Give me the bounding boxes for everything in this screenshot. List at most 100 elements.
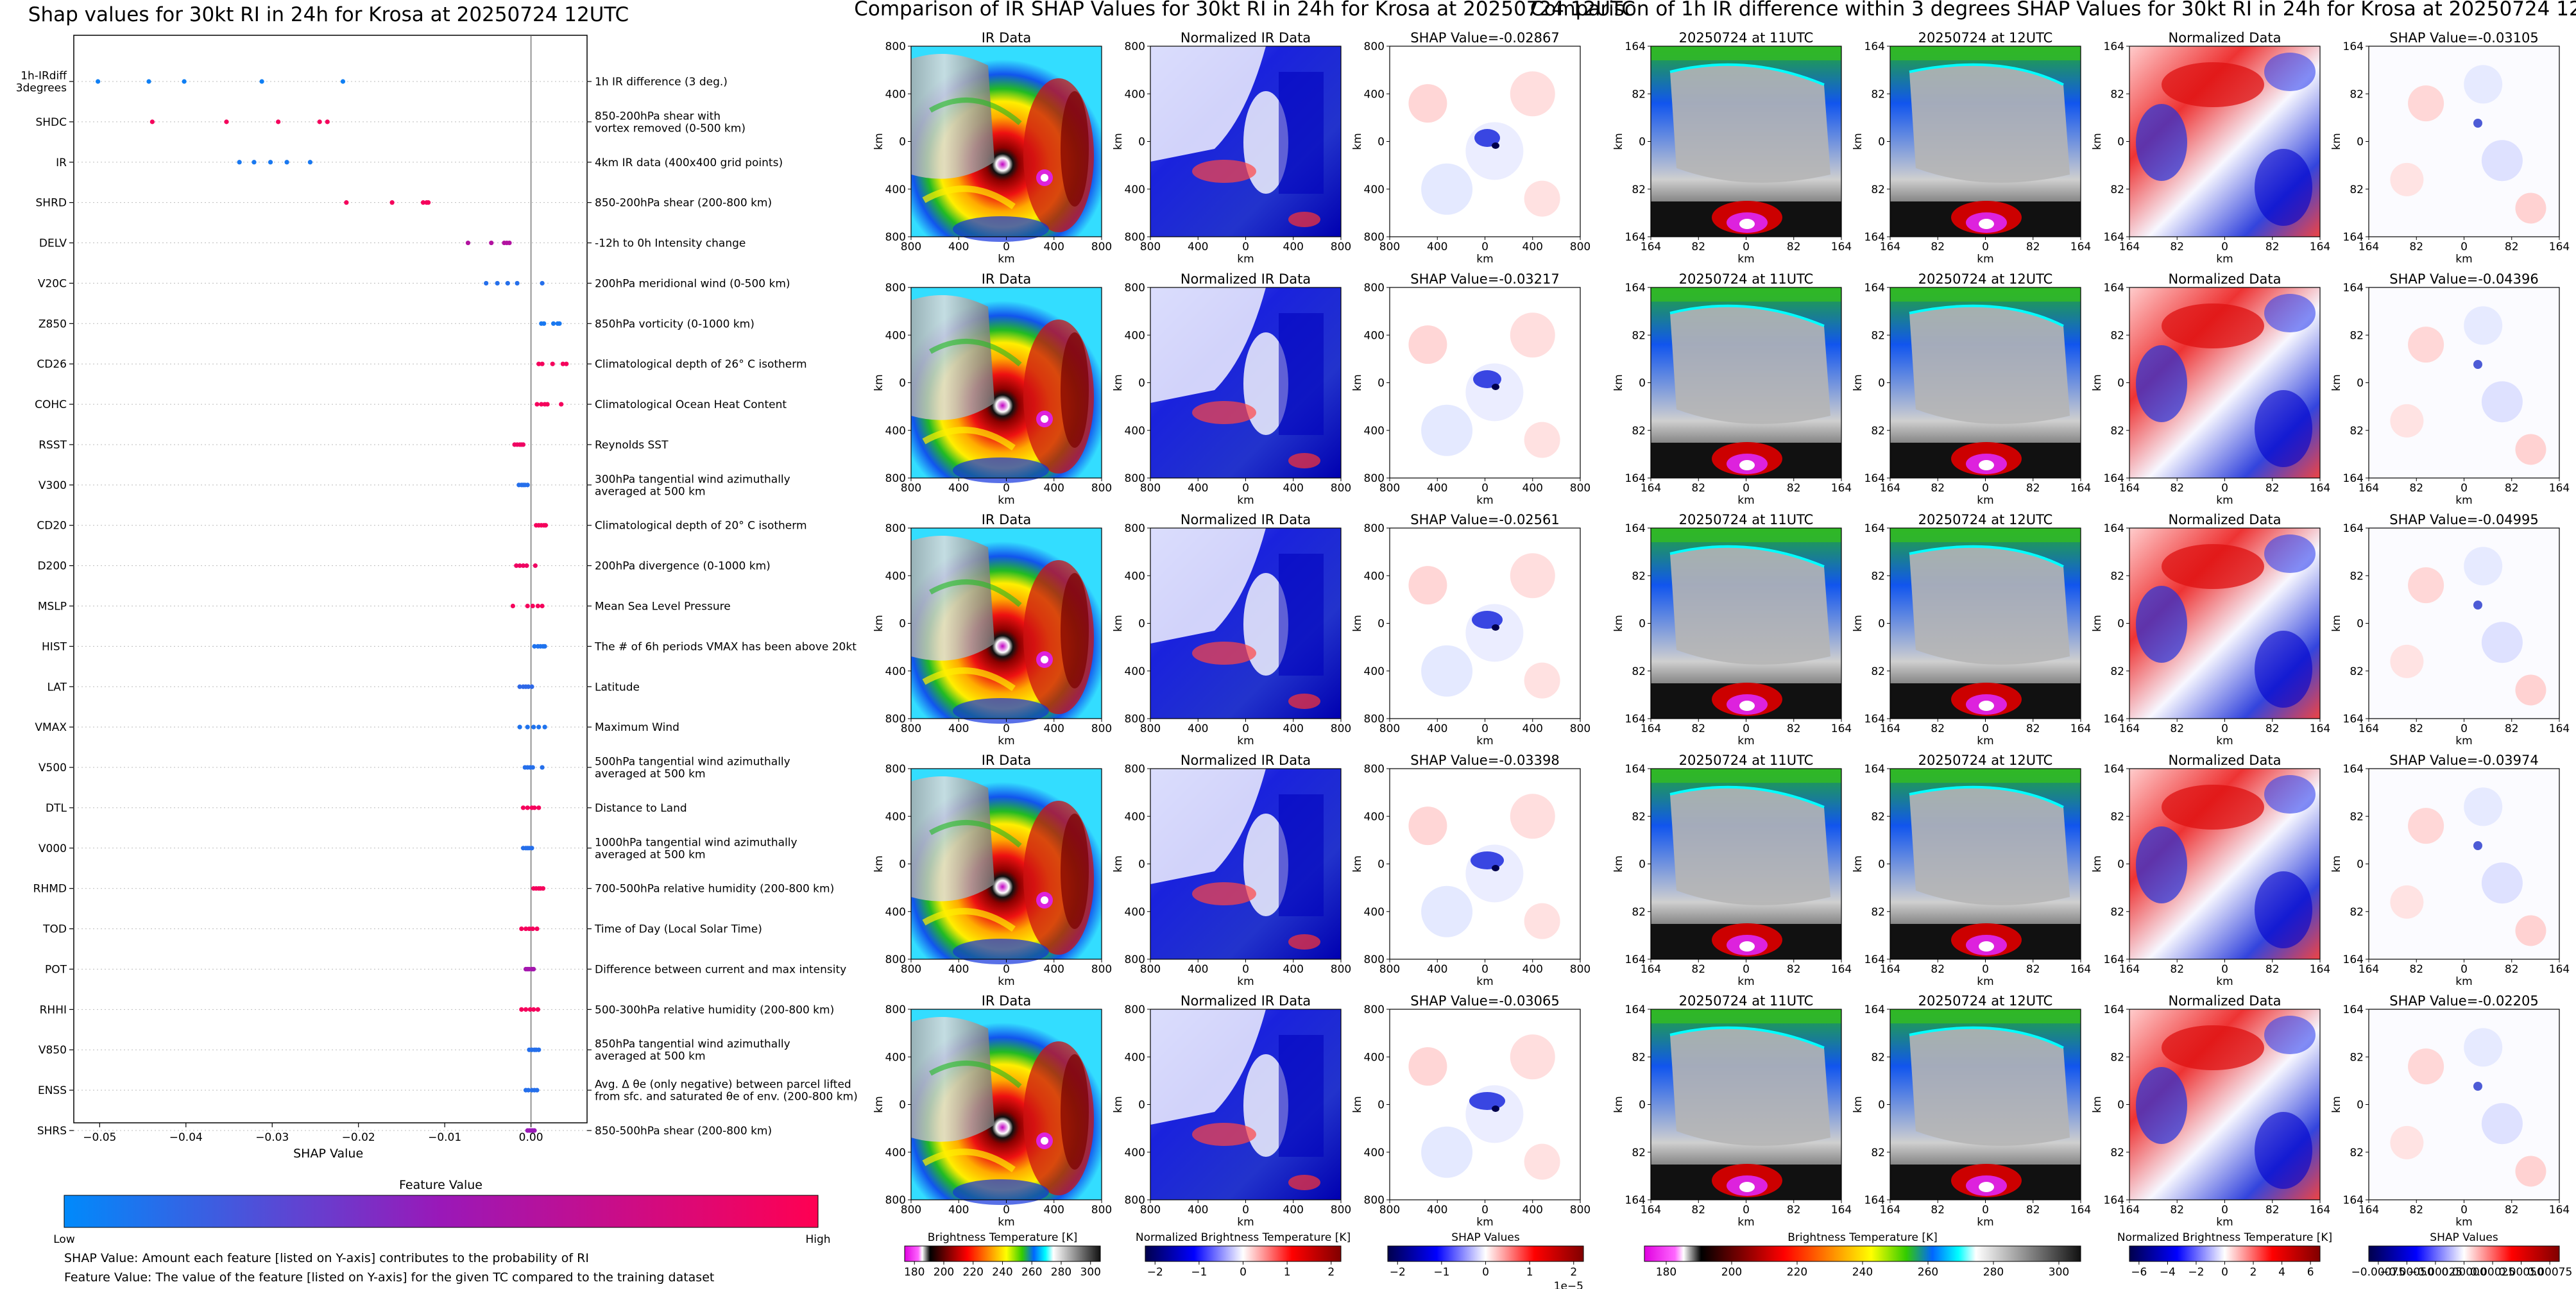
ir-eye-center	[1041, 415, 1048, 423]
y-tick-label: 164	[2104, 231, 2124, 244]
x-tick-label: 82	[1691, 963, 1705, 976]
dshap-anomaly	[2408, 85, 2444, 122]
y-tick-label: 164	[1625, 40, 1646, 53]
diff-green-top	[1890, 1009, 2081, 1023]
y-axis-label: km	[873, 1096, 885, 1113]
diff-cyan-edge	[1909, 545, 2064, 568]
x-tick-label: 0	[1743, 241, 1750, 253]
x-tick-label: 164	[2549, 241, 2570, 253]
x-tick-label: 164	[1641, 722, 1661, 735]
x-tick-label: 0	[1982, 482, 1989, 495]
shap-anomaly	[1510, 312, 1555, 358]
x-tick-label: 164	[2119, 1204, 2140, 1216]
y-tick-label: 0	[1138, 858, 1145, 871]
shap-point	[540, 886, 546, 891]
y-tick-label: 0	[899, 136, 906, 149]
x-tick-label: 82	[1787, 241, 1801, 253]
y-tick-label: 164	[1625, 231, 1646, 244]
ir-band-yellow	[922, 1148, 1016, 1173]
feature-label: TOD	[42, 923, 67, 936]
shap-point	[517, 563, 522, 568]
feature-description: 1000hPa tangential wind azimuthally avera…	[595, 836, 798, 861]
feature-label: Z850	[38, 318, 67, 330]
diff-gray-cloud	[1909, 1027, 2070, 1146]
y-tick-label: 82	[2110, 810, 2124, 823]
x-tick-label: 800	[1140, 241, 1161, 253]
panel-title: 20250724 at 11UTC	[1679, 30, 1814, 46]
x-axis-label: SHAP Value	[293, 1147, 363, 1161]
x-tick-label: 82	[2170, 1204, 2184, 1216]
x-tick-label: 82	[2170, 482, 2184, 495]
shap-point	[532, 644, 537, 649]
x-tick-label: 800	[1570, 1204, 1591, 1216]
x-axis-label: km	[2216, 1216, 2233, 1229]
y-axis-label: km	[2091, 374, 2104, 391]
x-tick-label: 82	[1931, 1204, 1945, 1216]
ir-warm-core	[1061, 332, 1089, 448]
x-tick-label: 0	[1481, 963, 1488, 976]
nir-red-spot	[1192, 160, 1256, 183]
diff-cyan-edge	[1909, 1026, 2064, 1049]
y-tick-label: 82	[1632, 329, 1646, 342]
shap-value-title: SHAP Value=-0.02205	[2389, 993, 2539, 1009]
y-tick-label: 400	[1125, 184, 1145, 196]
shap-center-blue	[1473, 370, 1501, 388]
x-tick-label: 800	[1570, 241, 1591, 253]
y-tick-label: 0	[1639, 618, 1646, 631]
shap-point	[535, 1007, 540, 1012]
dn-red	[2162, 1025, 2264, 1070]
colorbar-tick-label: −0.00025	[2409, 1266, 2463, 1279]
panel-title: Normalized Data	[2169, 30, 2282, 46]
chart-title: Shap values for 30kt RI in 24h for Krosa…	[28, 3, 629, 26]
y-tick-label: 82	[1632, 810, 1646, 823]
x-axis-label: km	[1237, 253, 1254, 266]
shap-anomaly	[1421, 1126, 1473, 1178]
x-tick-label: 82	[1931, 482, 1945, 495]
y-tick-label: 0	[1878, 858, 1885, 871]
shap-point	[536, 805, 542, 810]
feature-label: CD20	[37, 520, 67, 533]
y-tick-label: 0	[2117, 858, 2124, 871]
feature-description: The # of 6h periods VMAX has been above …	[594, 640, 857, 653]
diff-white	[1979, 460, 1994, 470]
dshap-anomaly	[2515, 915, 2546, 946]
ir-warm-core	[1061, 91, 1089, 207]
diff-white	[1979, 701, 1994, 711]
y-axis-label: km	[873, 133, 885, 149]
shap-point	[543, 523, 549, 528]
diff-white	[1979, 219, 1994, 229]
shap-value-title: SHAP Value=-0.03065	[1410, 993, 1560, 1009]
y-tick-label: 800	[885, 472, 906, 485]
shap-point	[540, 280, 545, 286]
x-tick-label: 82	[1931, 241, 1945, 253]
y-tick-label: 800	[885, 953, 906, 966]
y-tick-label: 82	[2110, 88, 2124, 101]
note-shap-value: SHAP Value: Amount each feature [listed …	[64, 1251, 589, 1265]
feature-description: 850hPa vorticity (0-1000 km)	[595, 318, 755, 330]
y-axis-label: km	[2330, 855, 2343, 872]
nir-deep-blue	[1279, 1035, 1324, 1157]
y-tick-label: 164	[2343, 713, 2364, 726]
y-tick-label: 82	[1632, 425, 1646, 438]
normalized-diff-image	[2129, 1009, 2320, 1200]
y-tick-label: 164	[1864, 282, 1885, 295]
y-axis-label: km	[1351, 1096, 1364, 1113]
y-tick-label: 400	[1125, 906, 1145, 919]
y-tick-label: 82	[1871, 329, 1885, 342]
y-tick-label: 82	[1871, 906, 1885, 919]
x-tick-label: 164	[2549, 722, 2570, 735]
shap-anomaly	[1421, 645, 1473, 697]
colorbar-tick-label: 6	[2307, 1266, 2314, 1279]
y-axis-label: km	[1852, 133, 1864, 149]
y-tick-label: 0	[2117, 377, 2124, 390]
shap-center-blue	[1472, 611, 1503, 629]
feature-description: Reynolds SST	[595, 439, 669, 452]
right-panel-title: Comparison of 1h IR difference within 3 …	[1530, 0, 2576, 21]
